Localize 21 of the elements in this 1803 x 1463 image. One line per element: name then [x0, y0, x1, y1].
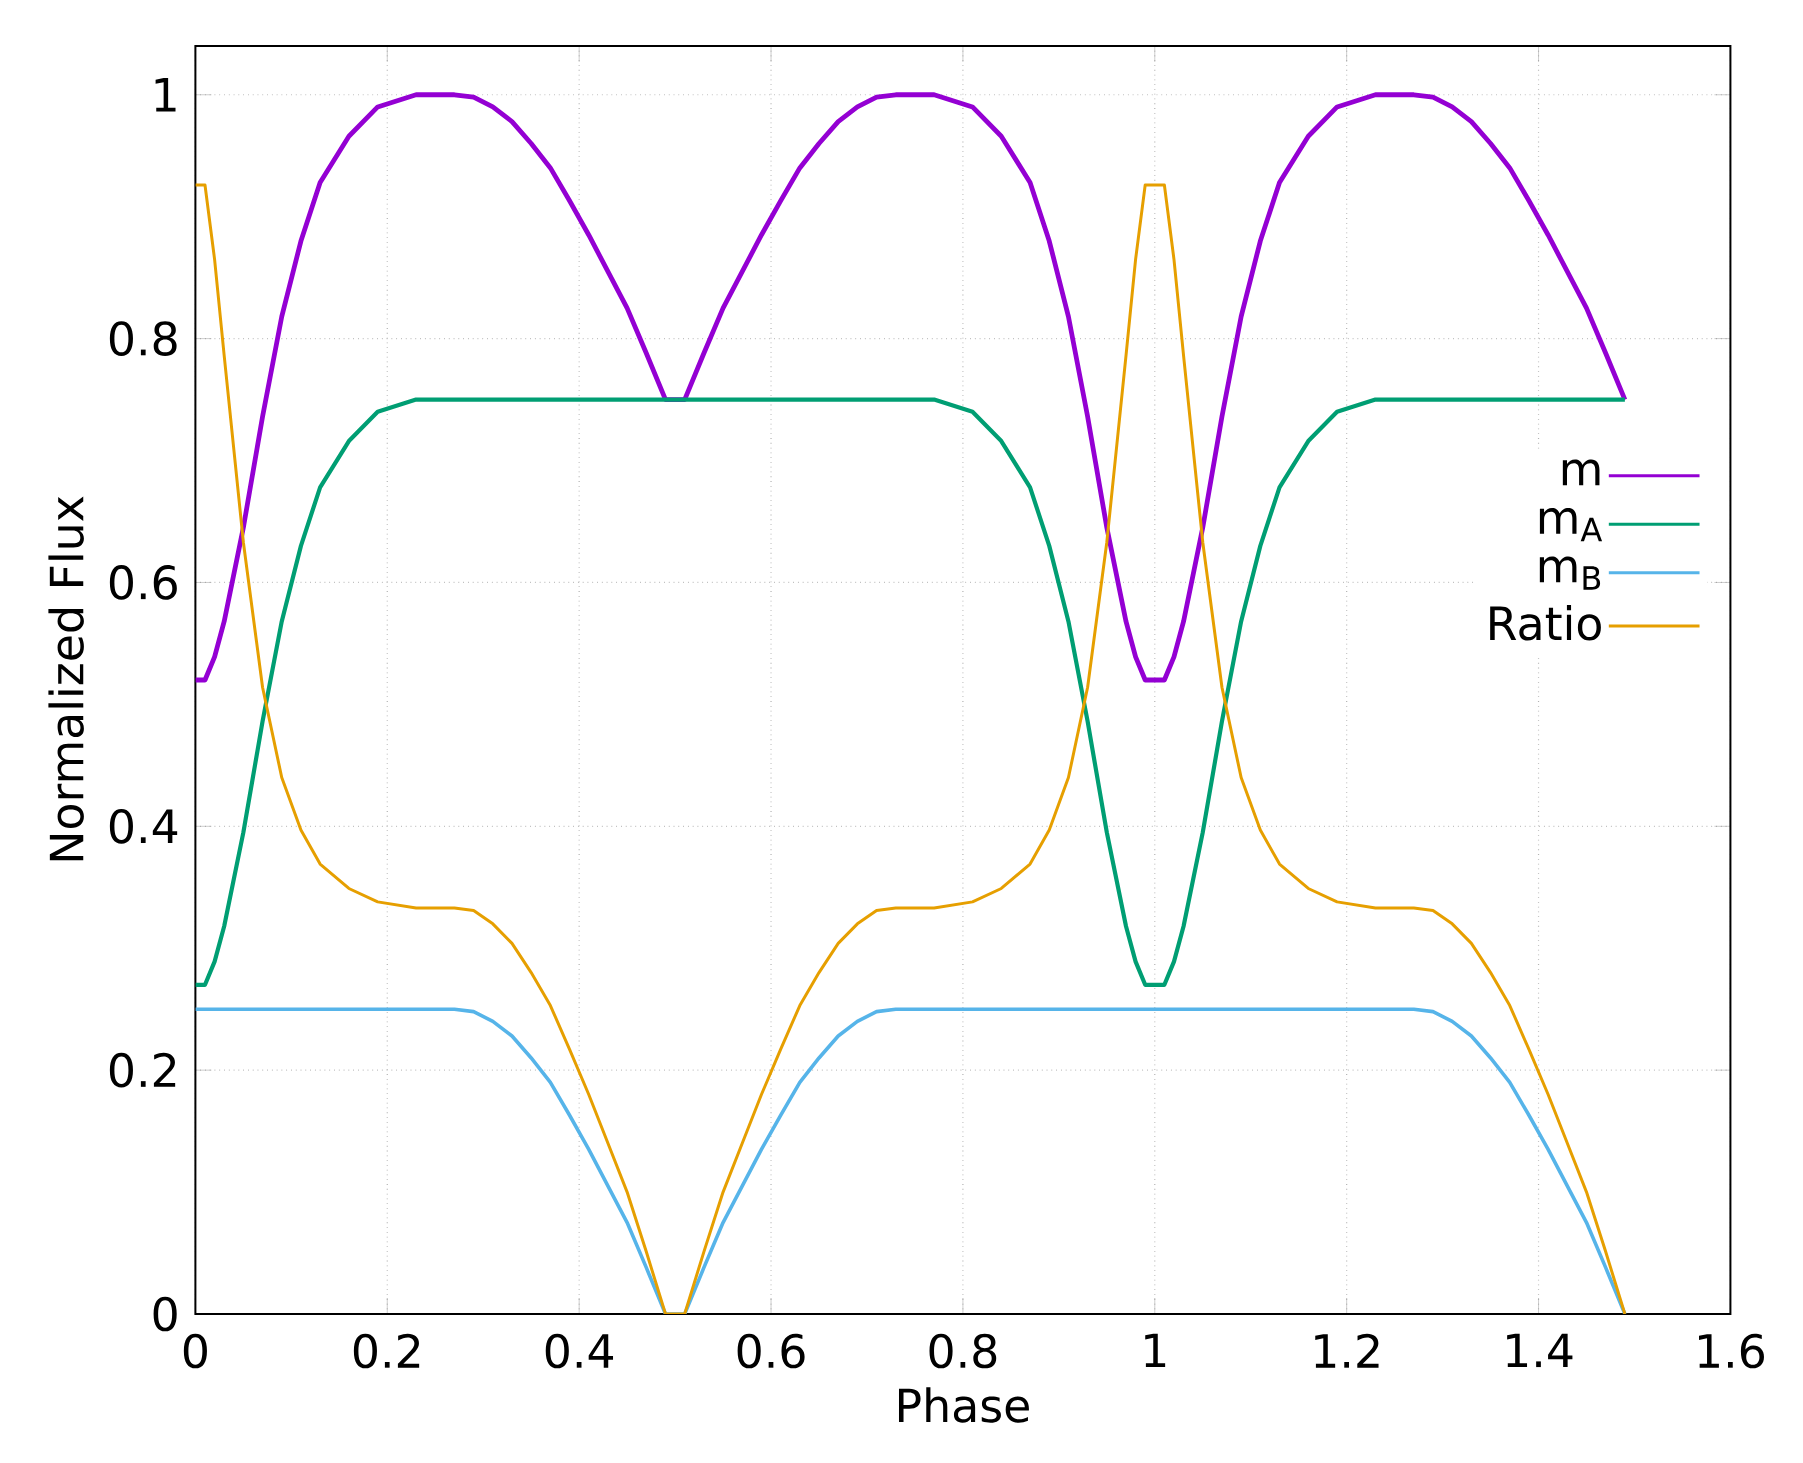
- legend-label: m: [1562, 459, 1600, 486]
- x-tick-label: 1: [1145, 1333, 1166, 1368]
- x-tick-label: 0.4: [545, 1333, 614, 1369]
- x-tick-label: 0.2: [353, 1333, 420, 1369]
- legend-label: m$_{A}$: [1539, 508, 1603, 542]
- legend-label: Ratio: [1490, 605, 1601, 641]
- x-axis-title: Phase: [898, 1387, 1029, 1423]
- y-tick-label: 0.4: [109, 808, 178, 844]
- x-tick-label: 1.2: [1315, 1333, 1379, 1368]
- y-axis-title: Normalized Flux: [48, 496, 84, 861]
- y-tick-label: 1: [155, 78, 176, 112]
- y-tick-label: 0.6: [109, 565, 177, 600]
- y-tick-label: 0: [153, 1296, 177, 1332]
- x-tick-label: 1.4: [1507, 1333, 1573, 1368]
- y-tick-label: 0.2: [109, 1052, 176, 1088]
- x-tick-label: 0.6: [737, 1333, 805, 1369]
- x-tick-label: 0.8: [929, 1333, 997, 1369]
- legend-label: m$_{B}$: [1539, 556, 1601, 590]
- y-tick-label: 0.8: [109, 321, 177, 356]
- x-tick-label: 0: [183, 1333, 207, 1369]
- x-tick-label: 1.6: [1699, 1333, 1764, 1369]
